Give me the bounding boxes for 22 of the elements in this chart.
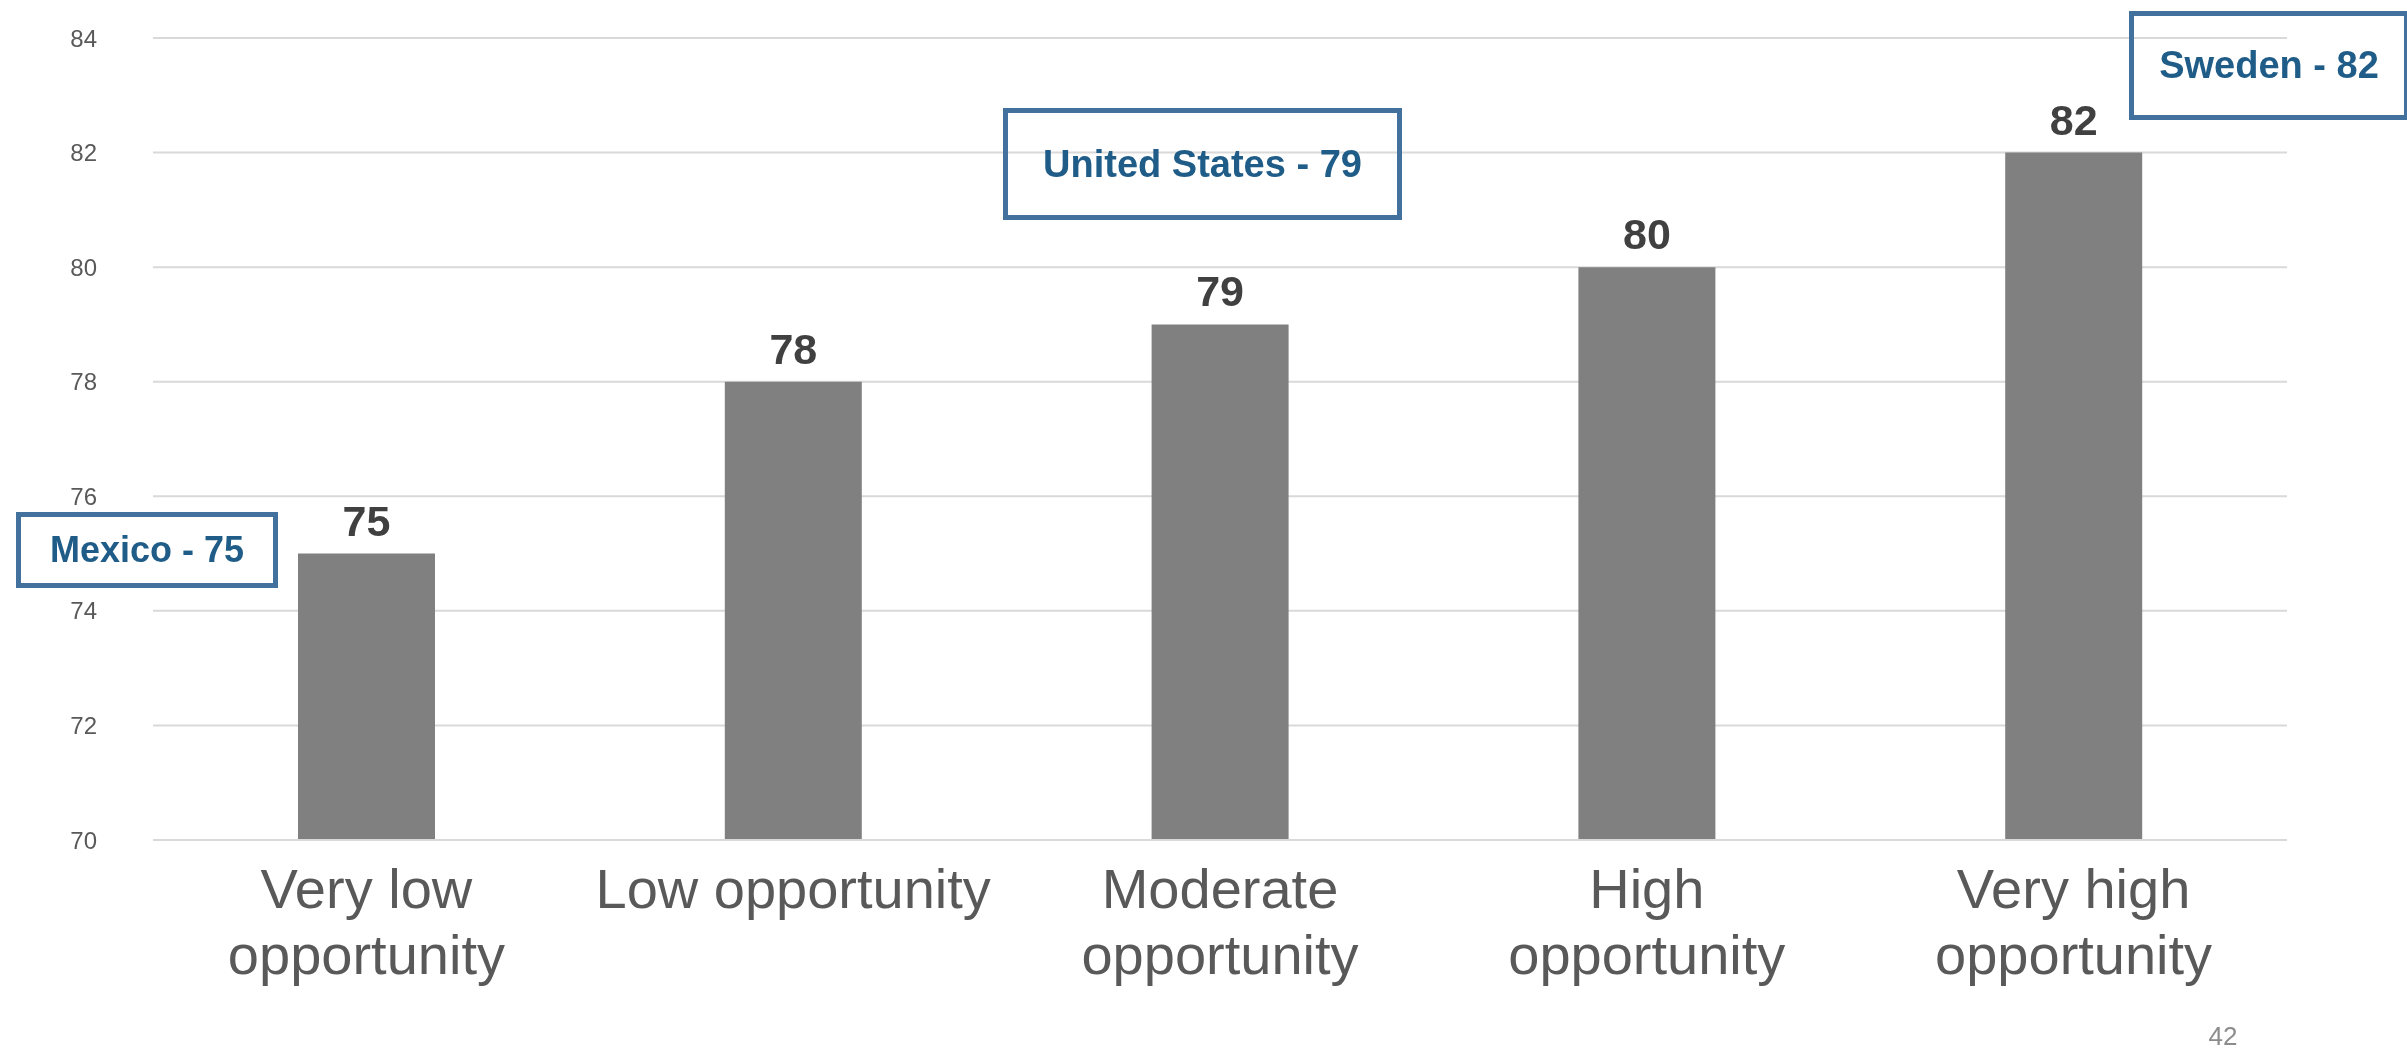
- text: 42: [2207, 1020, 2239, 1049]
- y-tick-label: 84: [70, 24, 97, 52]
- annotation: United States - 79: [1003, 108, 1402, 220]
- y-tick-label: 70: [70, 826, 97, 854]
- y-tick-label: 74: [70, 597, 97, 625]
- x-tick-label: High opportunity: [1508, 857, 1786, 986]
- y-tick-label: 78: [70, 368, 97, 396]
- data-label: 75: [342, 496, 391, 545]
- data-label: 80: [1622, 210, 1671, 259]
- annotation: Sweden - 82: [2129, 11, 2407, 120]
- x-tick-label: Very low opportunity: [227, 857, 505, 986]
- annotation: Mexico - 75: [16, 512, 278, 588]
- y-tick-label: 76: [70, 482, 97, 510]
- data-label: 78: [769, 324, 818, 373]
- y-tick-label: 72: [70, 711, 97, 739]
- data-label: 82: [2049, 95, 2098, 144]
- x-tick-label: Very high opportunity: [1935, 857, 2213, 986]
- x-tick-label: Low opportunity: [595, 857, 991, 920]
- y-tick-label: 80: [70, 253, 97, 281]
- data-label: 79: [1196, 267, 1245, 316]
- y-tick-label: 82: [70, 139, 97, 167]
- x-tick-label: Moderate opportunity: [1081, 857, 1359, 986]
